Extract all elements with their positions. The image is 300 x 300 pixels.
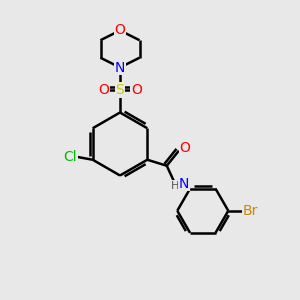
Text: H: H — [171, 181, 179, 191]
Text: S: S — [116, 83, 124, 97]
Text: Cl: Cl — [63, 150, 77, 164]
Text: Br: Br — [243, 204, 259, 218]
Text: N: N — [115, 61, 125, 74]
Text: O: O — [115, 23, 125, 38]
Text: O: O — [131, 83, 142, 97]
Text: O: O — [179, 141, 190, 155]
Text: O: O — [98, 83, 109, 97]
Text: N: N — [179, 177, 189, 191]
